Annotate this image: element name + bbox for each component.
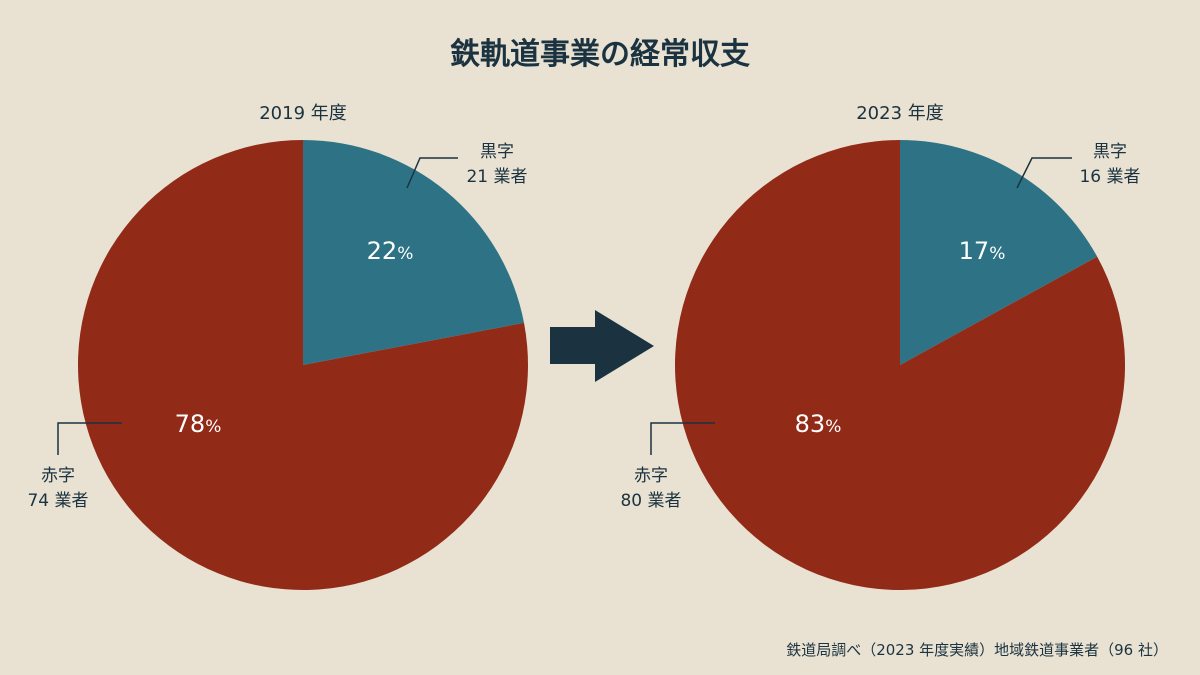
pie-slice-deficit [674, 139, 1125, 590]
pie-slice-profit [900, 140, 1098, 365]
callout-label-profit: 黒字 [1093, 142, 1127, 162]
pie-chart-2019: 2019 年度 22% 黒字 21 業者 78% 赤字 74 業者 [27, 103, 528, 590]
pie-slice-profit [303, 140, 525, 365]
callout-label-deficit: 赤字 [41, 466, 75, 486]
chart-title: 鉄軌道事業の経常収支 [450, 37, 750, 72]
pie-percent-label-profit: 17% [959, 237, 1006, 265]
pie-percent-label-profit: 22% [367, 237, 414, 265]
right-arrow-icon [550, 310, 654, 382]
percent-value: 22 [367, 237, 398, 265]
source-note: 鉄道局調べ（2023 年度実績）地域鉄道事業者（96 社） [786, 641, 1168, 659]
percent-value: 83 [795, 410, 826, 438]
pie-chart-2023: 2023 年度 17% 黒字 16 業者 83% 赤字 80 業者 [620, 103, 1141, 590]
percent-unit: % [989, 244, 1005, 264]
pie-title: 2023 年度 [856, 103, 944, 124]
callout-label-deficit: 赤字 [634, 466, 668, 486]
percent-unit: % [205, 417, 221, 437]
callout-leader-deficit [57, 422, 122, 455]
percent-value: 78 [175, 410, 206, 438]
percent-unit: % [397, 244, 413, 264]
percent-value: 17 [959, 237, 990, 265]
pie-title: 2019 年度 [259, 103, 347, 124]
pie-percent-label-deficit: 83% [795, 410, 842, 438]
callout-count-deficit: 80 業者 [620, 491, 681, 511]
callout-leader-deficit [650, 422, 715, 455]
pie-slice-deficit [77, 140, 528, 590]
callout-leader-profit [406, 157, 458, 189]
callout-count-profit: 16 業者 [1079, 167, 1140, 187]
callout-leader-profit [1016, 157, 1072, 189]
pie-percent-label-deficit: 78% [175, 410, 222, 438]
right-arrow-shape [550, 310, 654, 382]
percent-unit: % [825, 417, 841, 437]
callout-label-profit: 黒字 [480, 142, 514, 162]
callout-count-deficit: 74 業者 [27, 491, 88, 511]
callout-count-profit: 21 業者 [466, 167, 527, 187]
